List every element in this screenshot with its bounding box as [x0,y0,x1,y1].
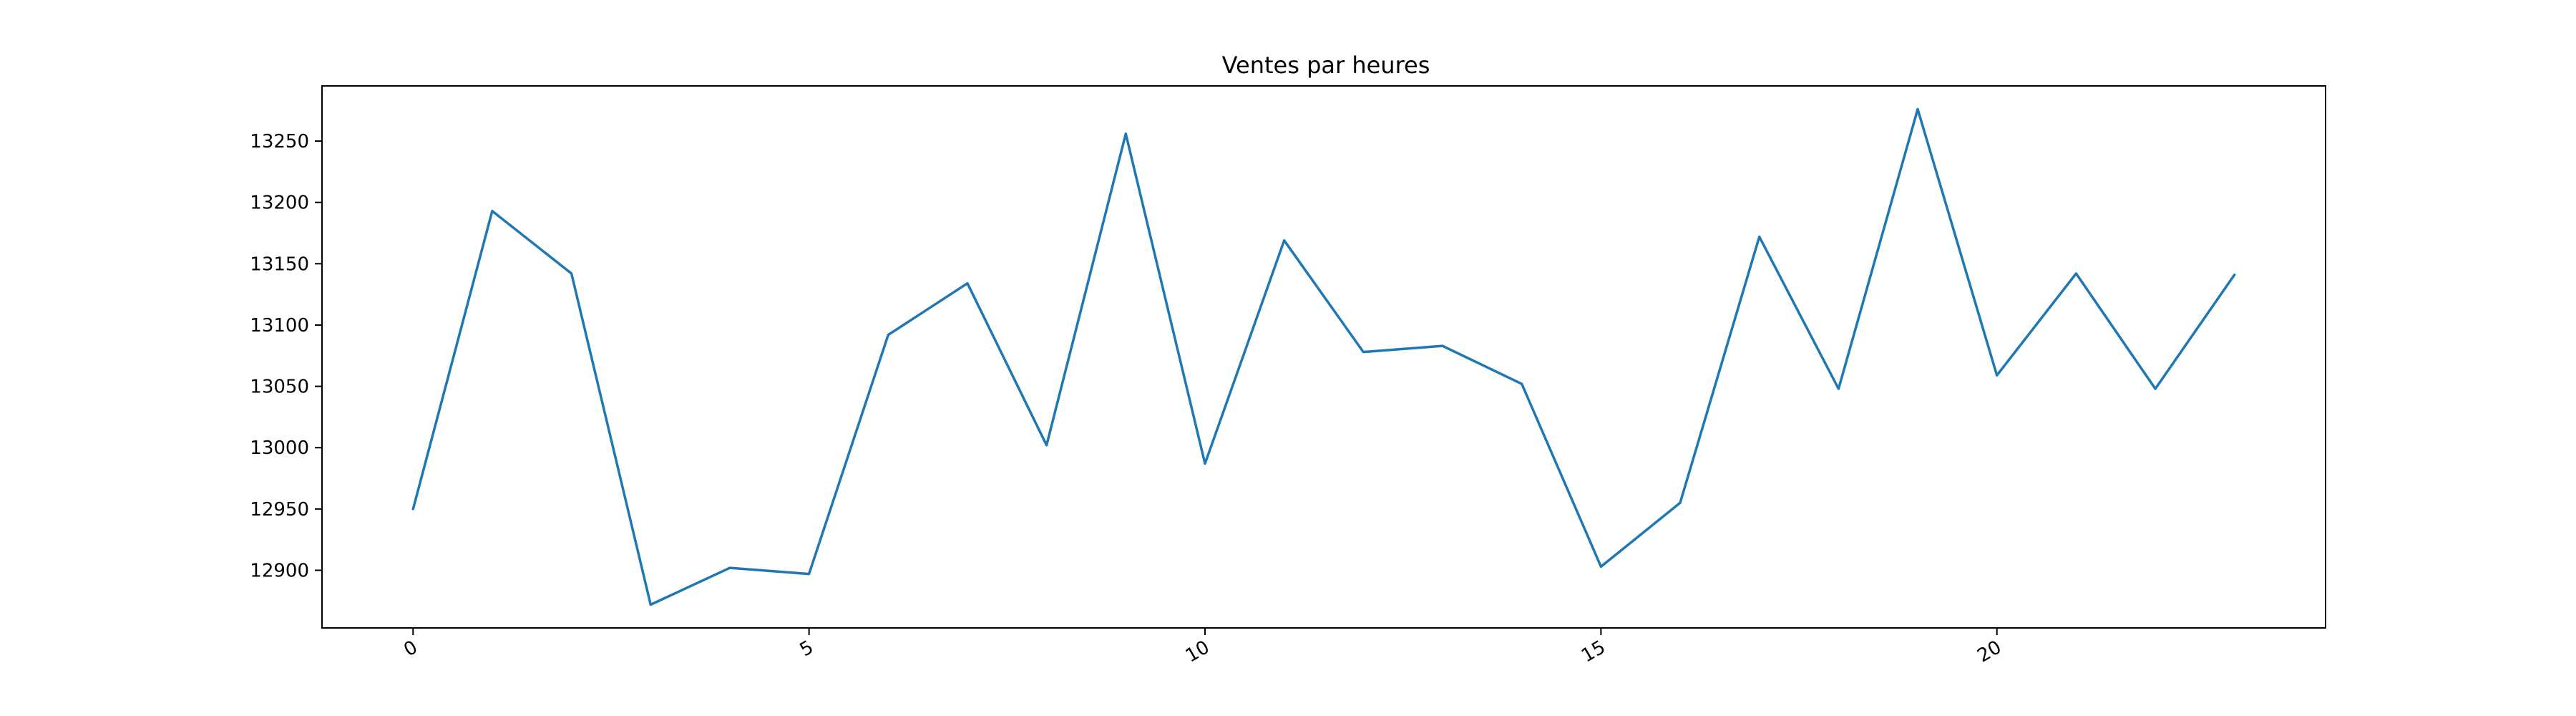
chart-title: Ventes par heures [1222,52,1430,79]
x-tick-label: 5 [796,637,817,661]
plot-area [411,107,2236,606]
y-tick-label: 12900 [250,561,309,582]
x-tick-label: 20 [1974,637,2006,667]
x-axis: 0 5 10 15 20 [400,628,2005,667]
x-tick-label: 15 [1578,637,1609,667]
y-tick-label: 13000 [250,437,309,459]
y-tick-label: 13150 [250,253,309,275]
plot-frame [321,85,2326,629]
series-line [411,107,2236,606]
y-tick-label: 13200 [250,193,309,214]
y-tick-label: 13100 [250,315,309,337]
x-tick-label: 10 [1182,637,1214,667]
x-tick-label: 0 [400,637,421,661]
y-axis: 12900 12950 13000 13050 13100 13150 13200 13250 [250,131,322,582]
y-tick-label: 13250 [250,131,309,153]
y-tick-label: 12950 [250,499,309,521]
y-tick-label: 13050 [250,377,309,398]
